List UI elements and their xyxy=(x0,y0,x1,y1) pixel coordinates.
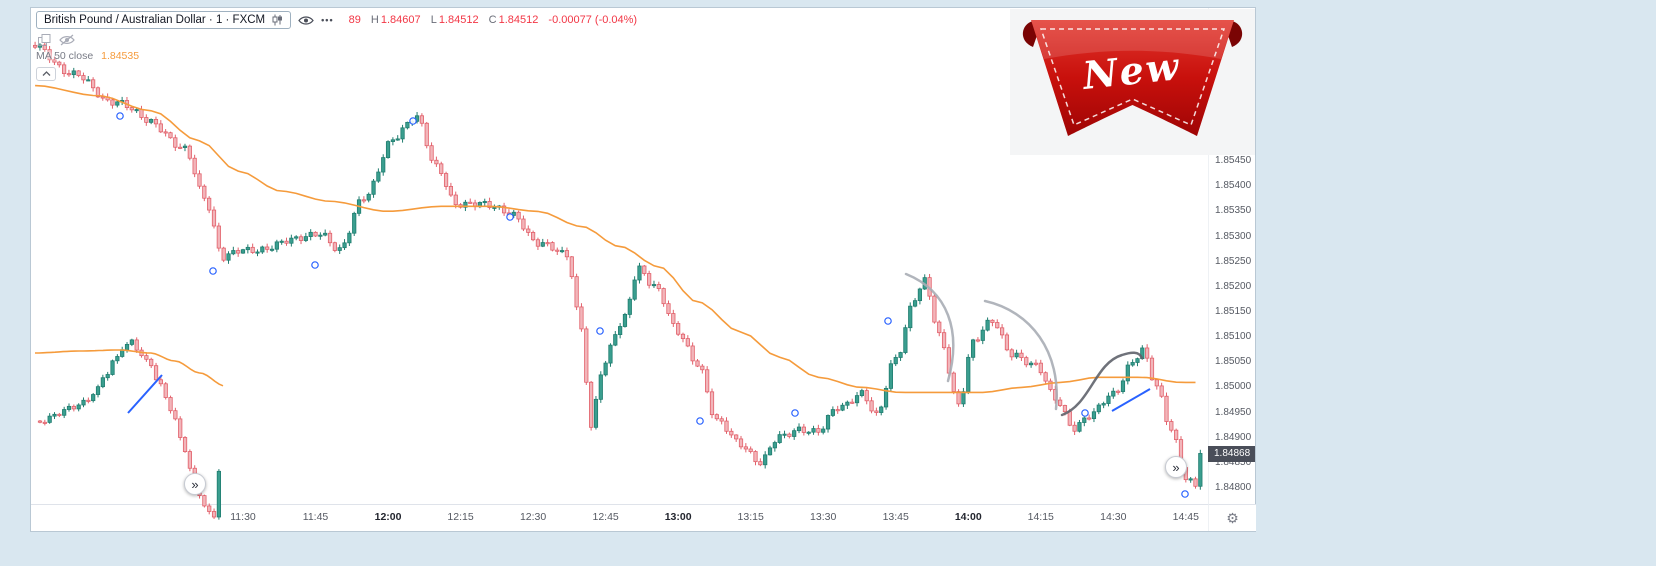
price-tick-label: 1.85100 xyxy=(1215,331,1252,343)
fast-forward-icon: » xyxy=(1172,459,1180,475)
indicator-row[interactable]: MA 50 close 1.84535 xyxy=(36,50,637,62)
chevron-up-icon xyxy=(42,71,50,76)
time-tick-label: 14:00 xyxy=(954,511,982,523)
price-tick-label: 1.85400 xyxy=(1215,180,1252,192)
fast-forward-icon: » xyxy=(191,476,199,492)
price-tick-label: 1.85150 xyxy=(1215,305,1252,317)
low-value: 1.84512 xyxy=(438,14,479,26)
eye-off-icon[interactable] xyxy=(59,34,75,46)
low-label: L xyxy=(430,14,437,26)
change-value: -0.00077 (-0.04%) xyxy=(548,14,638,26)
price-axis[interactable]: 1.85450 1.85400 1.85350 1.85300 1.85250 1.852… xyxy=(1208,8,1256,504)
more-options-icon[interactable]: ••• xyxy=(321,15,334,25)
price-tick-label: 1.85250 xyxy=(1215,255,1252,267)
price-tick-label: 1.84900 xyxy=(1215,431,1252,443)
symbol-title: British Pound / Australian Dollar · 1 · … xyxy=(44,14,266,26)
time-axis[interactable]: 11:30 11:45 12:00 12:15 12:30 12:45 13:00 13:15… xyxy=(31,504,1208,531)
layers-icon[interactable] xyxy=(38,34,51,46)
time-tick-label: 12:00 xyxy=(374,511,402,523)
time-tick-label: 14:30 xyxy=(1100,511,1127,523)
time-tick-label: 11:45 xyxy=(302,511,329,523)
chart-panel: 1.85450 1.85400 1.85350 1.85300 1.85250 1.852… xyxy=(30,7,1256,532)
time-tick-label: 12:30 xyxy=(519,511,547,523)
new-ribbon-graphic: New xyxy=(1022,20,1243,136)
collapse-legend-button[interactable] xyxy=(36,67,56,81)
price-tick-label: 1.85000 xyxy=(1215,381,1252,393)
price-tick-label: 1.85300 xyxy=(1215,230,1252,242)
go-to-realtime-button[interactable]: » xyxy=(1165,456,1187,478)
time-tick-label: 13:30 xyxy=(810,511,837,523)
high-label: H xyxy=(370,14,379,26)
candles-chart-type-icon xyxy=(272,14,283,26)
time-tick-label: 13:45 xyxy=(882,511,909,523)
time-tick-label: 11:30 xyxy=(230,511,256,523)
price-tick-label: 1.84950 xyxy=(1215,406,1252,418)
indicator-label: MA 50 close xyxy=(36,50,94,62)
price-tick-label: 1.84800 xyxy=(1215,482,1252,493)
time-tick-label: 14:45 xyxy=(1172,511,1199,523)
chart-legend: British Pound / Australian Dollar · 1 · … xyxy=(36,11,637,81)
new-ribbon-badge: New xyxy=(1010,9,1255,155)
time-tick-label: 13:15 xyxy=(737,511,764,523)
settings-icon[interactable]: ⚙ xyxy=(1226,509,1239,526)
price-tick-label: 1.84850 xyxy=(1215,456,1252,468)
time-tick-label: 13:00 xyxy=(664,511,692,523)
axis-corner: ⚙ xyxy=(1208,504,1256,531)
close-value: 1.84512 xyxy=(498,14,539,26)
price-tick-label: 1.85200 xyxy=(1215,280,1252,292)
high-value: 1.84607 xyxy=(380,14,421,26)
time-tick-label: 12:45 xyxy=(592,511,619,523)
indicator-value: 1.84535 xyxy=(101,50,140,62)
price-tick-label: 1.85450 xyxy=(1215,155,1252,167)
time-tick-label: 12:15 xyxy=(447,511,474,523)
last-price-badge: 1.84868 xyxy=(1208,445,1255,462)
price-tick-label: 1.85050 xyxy=(1215,356,1252,368)
ohlc-values: 89 H 1.84607 L 1.84512 C 1.84512 -0.00077 (… xyxy=(349,14,638,26)
close-label: C xyxy=(488,14,497,26)
inset-go-to-realtime-button[interactable]: » xyxy=(184,473,206,495)
symbol-button[interactable]: British Pound / Australian Dollar · 1 · … xyxy=(36,11,292,29)
open-value-partial: 89 xyxy=(348,14,361,26)
price-tick-label: 1.85350 xyxy=(1215,205,1252,217)
eye-icon[interactable] xyxy=(298,15,314,26)
time-tick-label: 14:15 xyxy=(1027,511,1054,523)
